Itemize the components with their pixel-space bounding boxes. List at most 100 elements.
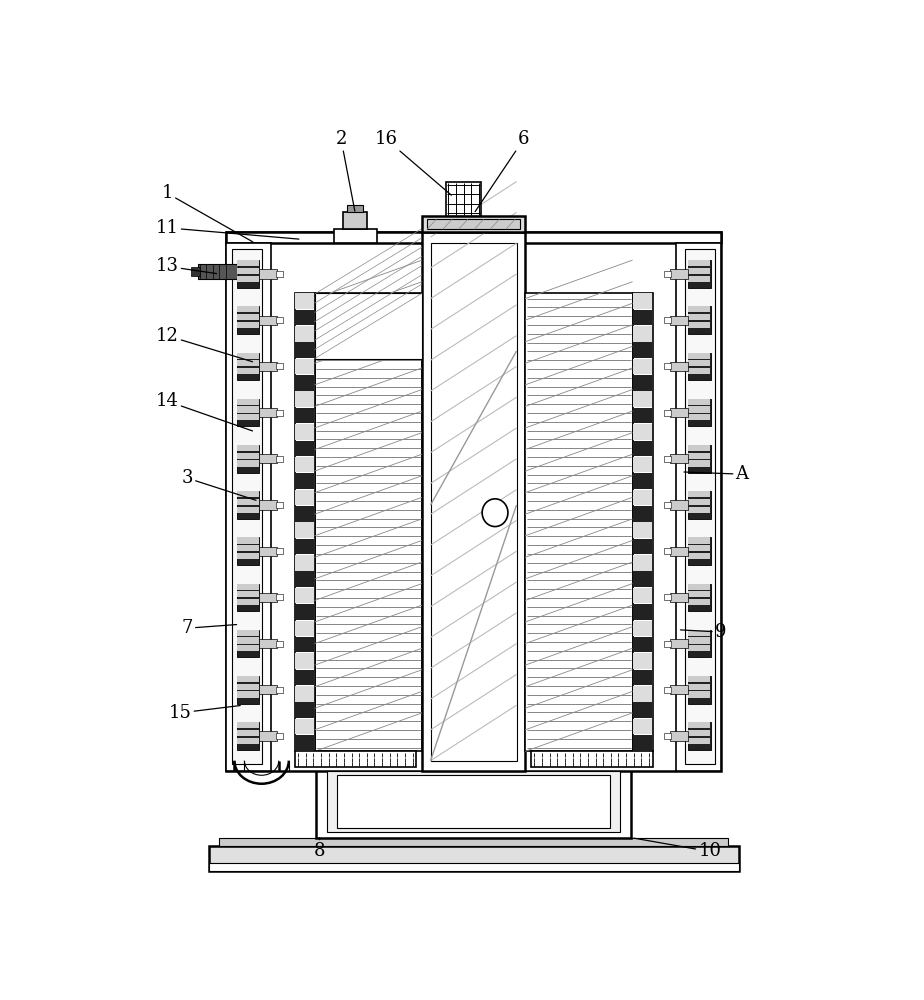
Bar	[237, 399, 259, 405]
Text: 10: 10	[634, 838, 722, 860]
Bar	[237, 730, 259, 736]
Bar	[688, 368, 710, 374]
Bar	[296, 424, 314, 440]
Bar	[633, 735, 651, 751]
Text: 1: 1	[162, 184, 253, 242]
Bar	[664, 271, 671, 277]
Bar	[237, 676, 259, 682]
Bar	[237, 599, 259, 605]
Bar	[237, 406, 259, 413]
Bar	[260, 593, 277, 602]
Bar	[237, 637, 259, 644]
Bar	[237, 268, 259, 274]
Bar	[191, 267, 200, 276]
Bar	[664, 502, 671, 508]
Bar	[664, 363, 671, 369]
Bar	[237, 453, 259, 459]
Bar	[276, 548, 283, 554]
Bar	[633, 539, 651, 554]
Bar	[237, 630, 260, 657]
Bar	[685, 249, 715, 764]
Text: A: A	[684, 465, 748, 483]
Bar	[688, 268, 710, 274]
Bar	[633, 293, 652, 751]
Bar	[276, 410, 283, 416]
Bar	[276, 733, 283, 739]
Bar	[633, 522, 651, 538]
Text: 12: 12	[155, 327, 252, 362]
Bar	[422, 232, 525, 771]
Bar	[296, 719, 314, 734]
Bar	[688, 260, 710, 266]
Bar	[688, 684, 710, 690]
Bar	[296, 310, 314, 325]
Bar	[260, 685, 277, 694]
Bar	[688, 676, 710, 682]
Bar	[633, 359, 651, 374]
Text: 14: 14	[155, 392, 252, 431]
Bar	[260, 547, 277, 556]
Bar	[237, 491, 259, 497]
Circle shape	[482, 499, 508, 527]
Bar	[237, 545, 259, 551]
Bar	[296, 539, 314, 554]
Bar	[260, 408, 277, 417]
Bar	[688, 399, 710, 405]
Bar	[296, 457, 314, 472]
Bar	[296, 735, 314, 751]
Bar	[633, 686, 651, 702]
Bar	[295, 293, 314, 751]
Text: 11: 11	[155, 219, 299, 239]
Bar	[296, 342, 314, 358]
Bar	[237, 491, 260, 519]
Bar	[633, 555, 651, 571]
Bar	[296, 555, 314, 571]
Bar	[226, 243, 271, 771]
Bar	[276, 456, 283, 462]
Bar	[688, 460, 710, 466]
Text: 15: 15	[168, 704, 240, 722]
Bar	[276, 594, 283, 600]
Bar	[530, 751, 652, 767]
Bar	[296, 408, 314, 423]
Bar	[664, 548, 671, 554]
Text: 16: 16	[375, 130, 452, 195]
Bar	[296, 326, 314, 342]
Text: 9: 9	[680, 623, 726, 641]
Bar	[676, 243, 721, 771]
Bar	[296, 702, 314, 718]
Bar	[237, 507, 259, 513]
Bar	[296, 621, 314, 636]
Bar	[209, 863, 738, 871]
Bar	[664, 641, 671, 647]
Bar	[670, 500, 687, 510]
Bar	[296, 359, 314, 374]
Bar	[687, 630, 711, 657]
Bar	[670, 731, 687, 741]
Bar	[687, 584, 711, 611]
Text: 13: 13	[155, 257, 216, 275]
Bar	[688, 453, 710, 459]
Bar	[633, 604, 651, 620]
Bar	[260, 316, 277, 325]
Bar	[687, 399, 711, 426]
Bar	[226, 232, 721, 243]
Bar	[296, 670, 314, 685]
Bar	[237, 738, 259, 744]
Bar	[670, 685, 687, 694]
Bar	[633, 637, 651, 652]
Bar	[431, 243, 517, 761]
Bar	[237, 368, 259, 374]
Bar	[198, 264, 238, 279]
Bar	[237, 460, 259, 466]
Bar	[337, 774, 610, 828]
Bar	[237, 414, 259, 420]
Bar	[688, 722, 710, 728]
Bar	[687, 537, 711, 565]
Bar	[633, 670, 651, 685]
Bar	[687, 306, 711, 334]
Bar	[688, 637, 710, 644]
Bar	[633, 621, 651, 636]
Bar	[276, 271, 283, 277]
Bar	[633, 719, 651, 734]
